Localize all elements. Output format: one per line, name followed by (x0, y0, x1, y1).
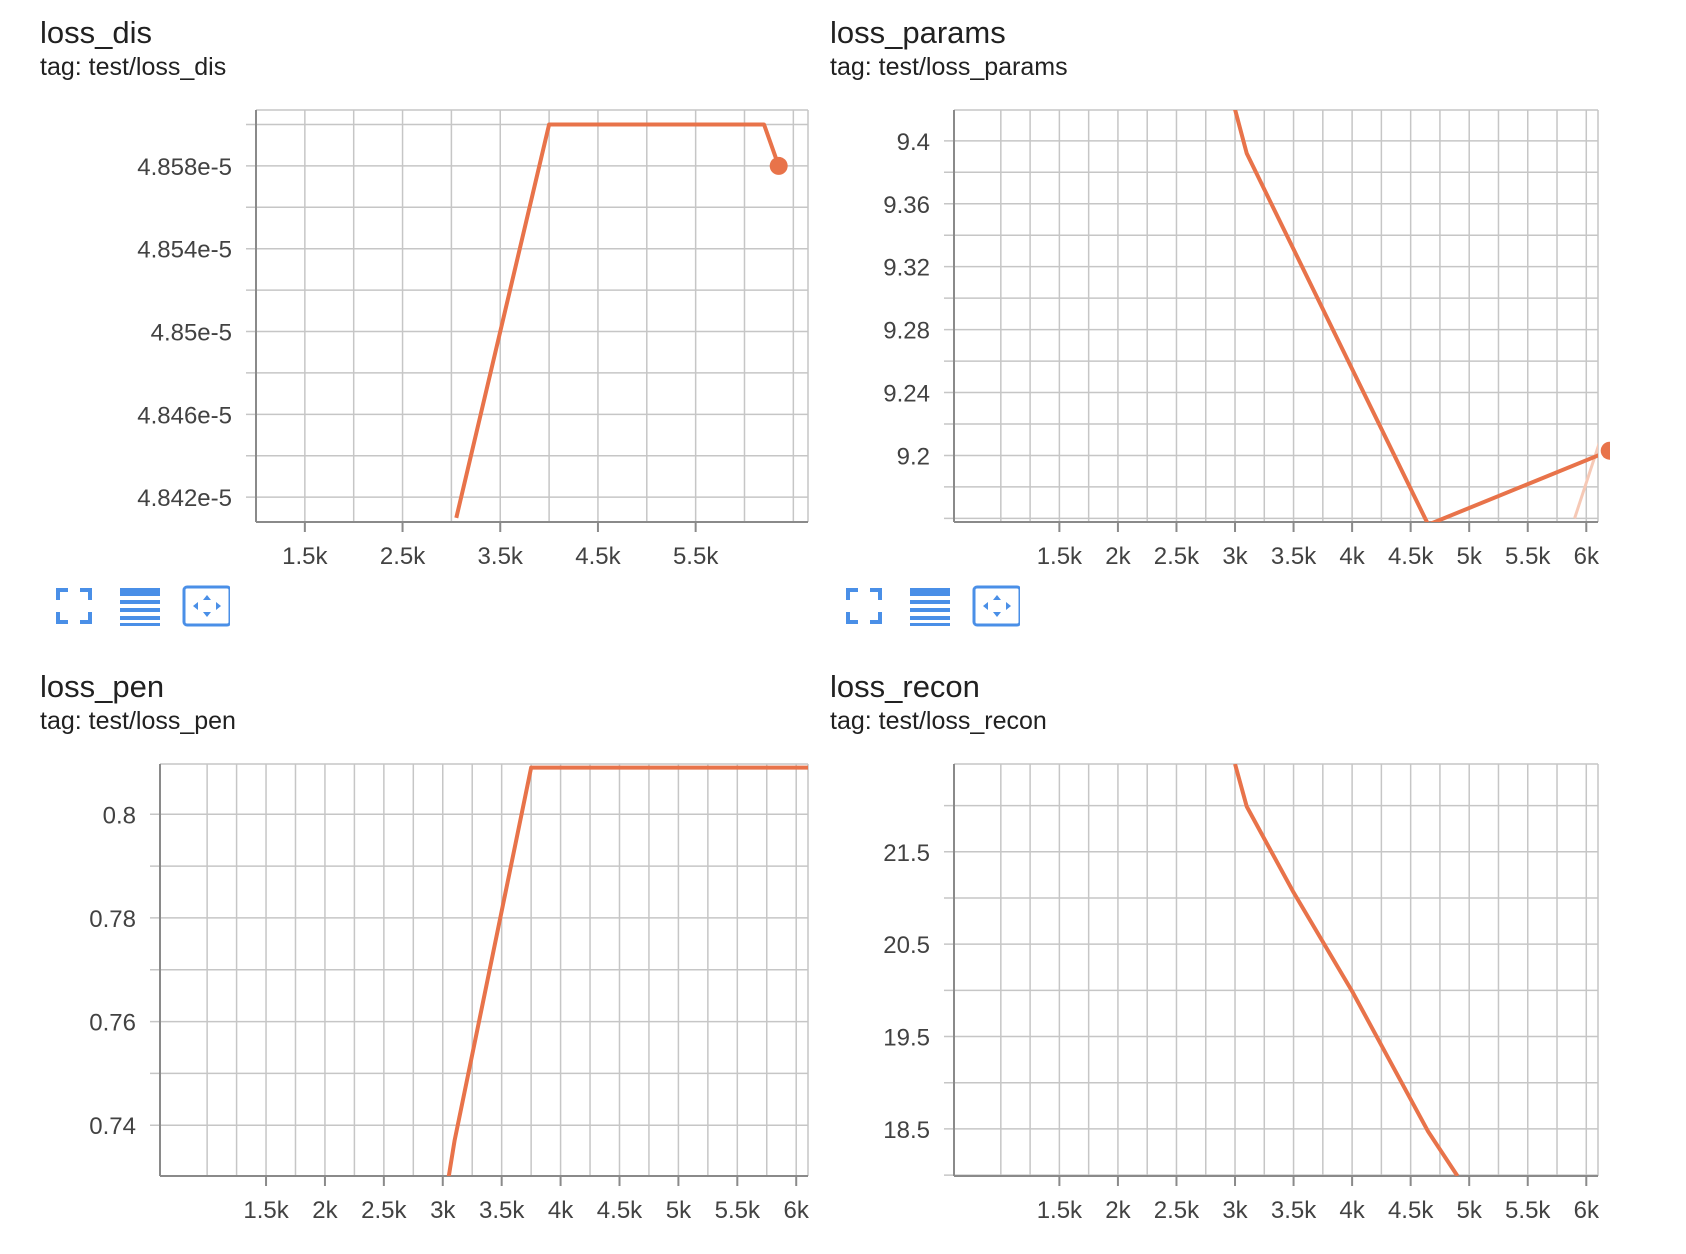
x-tick-label: 4.5k (1388, 543, 1434, 570)
line-chart[interactable]: 1.5k 2k 2.5k 3k 3.5k 4k 4.5k 5k 5.5k 6k 9.2 9.24 9.2… (790, 0, 1610, 600)
y-tick-label: 20.5 (883, 932, 930, 959)
x-tick-label: 1.5k (1037, 1197, 1083, 1224)
y-tick-label: 9.2 (897, 443, 930, 470)
fit-domain-button[interactable] (182, 584, 230, 628)
y-tick-label: 0.8 (103, 802, 136, 829)
x-tick-label: 4k (548, 1197, 574, 1224)
x-tick-label: 4k (1339, 543, 1365, 570)
chart-title: loss_recon (830, 669, 980, 704)
last-point-marker (1600, 441, 1610, 460)
series-line (454, 122, 781, 519)
chart-card-loss-pen: loss_pen tag: test/loss_pen 1.5k 2k 2.5k 3k… (0, 654, 820, 1254)
x-tick-label: 6k (1574, 543, 1600, 570)
x-tick-label: 2k (312, 1197, 338, 1224)
y-tick-label: 19.5 (883, 1025, 930, 1052)
data-table-button[interactable] (116, 584, 164, 628)
chart-toolbar (840, 582, 1020, 630)
line-chart[interactable]: 1.5k 2k 2.5k 3k 3.5k 4k 4.5k 5k 5.5k 6k 18.5 19.5 20… (790, 654, 1610, 1254)
x-tick-label: 2k (1105, 1197, 1131, 1224)
x-tick-label: 3k (1222, 1197, 1248, 1224)
x-tick-label: 3.5k (479, 1197, 525, 1224)
series-line (446, 765, 808, 1176)
x-tick-label: 5k (1457, 543, 1483, 570)
data-table-button[interactable] (906, 584, 954, 628)
chart-card-loss-recon: loss_recon tag: test/loss_recon 1.5k 2k 2.… (790, 654, 1610, 1254)
x-tick-label: 4.5k (1388, 1197, 1434, 1224)
y-tick-label: 9.36 (883, 192, 930, 219)
fit-domain-button[interactable] (972, 584, 1020, 628)
y-tick-label: 21.5 (883, 840, 930, 867)
line-chart[interactable]: 1.5k 2k 2.5k 3k 3.5k 4k 4.5k 5k 5.5k 6k0.740.760.… (0, 654, 820, 1254)
fit-domain-icon (182, 585, 230, 627)
chart-toolbar (50, 582, 230, 630)
chart-title: loss_pen (40, 669, 165, 704)
line-chart[interactable]: 1.5k 2.5k 3.5k 4.5k 5.5k 4.842e-5 4.846e-5 4.85… (0, 0, 820, 600)
y-tick-label: 9.28 (883, 318, 930, 345)
x-tick-label: 2.5k (1154, 1197, 1200, 1224)
chart-card-loss-params: loss_params tag: test/loss_params 1.5k 2k… (790, 0, 1610, 627)
data-table-icon (120, 588, 160, 626)
x-tick-label: 4.5k (575, 543, 621, 570)
y-tick-label: 0.74 (89, 1113, 136, 1140)
fit-domain-icon (972, 585, 1020, 627)
chart-tag: tag: test/loss_dis (40, 53, 227, 81)
chart-tag: tag: test/loss_params (830, 53, 1068, 81)
y-tick-label: 9.32 (883, 255, 930, 282)
chart-tag: tag: test/loss_pen (40, 707, 236, 735)
fullscreen-button[interactable] (840, 584, 888, 628)
x-tick-label: 5.5k (1505, 1197, 1551, 1224)
series-line (1233, 764, 1460, 1176)
x-tick-label: 5.5k (673, 543, 719, 570)
x-tick-label: 4k (1339, 1197, 1365, 1224)
x-tick-label: 3.5k (478, 543, 524, 570)
fullscreen-button[interactable] (50, 584, 98, 628)
chart-tag: tag: test/loss_recon (830, 707, 1047, 735)
chart-card-loss-dis: loss_dis tag: test/loss_dis 1.5k 2.5k 3.5k… (0, 0, 820, 627)
fullscreen-icon (56, 588, 92, 624)
x-tick-label: 1.5k (243, 1197, 289, 1224)
x-tick-label: 6k (1574, 1197, 1600, 1224)
y-tick-label: 18.5 (883, 1117, 930, 1144)
x-tick-label: 2.5k (361, 1197, 407, 1224)
x-tick-label: 5k (666, 1197, 692, 1224)
y-tick-label: 4.854e-5 (137, 237, 232, 264)
y-tick-label: 9.24 (883, 381, 930, 408)
x-tick-label: 5.5k (715, 1197, 761, 1224)
y-tick-label: 0.78 (89, 906, 136, 933)
last-point-marker (769, 156, 788, 175)
series-ghost-line (1573, 442, 1598, 519)
x-tick-label: 2k (1105, 543, 1131, 570)
x-tick-label: 1.5k (282, 543, 328, 570)
x-tick-label: 3k (430, 1197, 456, 1224)
data-table-icon (910, 588, 950, 626)
x-tick-label: 3.5k (1271, 543, 1317, 570)
x-tick-label: 5k (1457, 1197, 1483, 1224)
x-tick-label: 5.5k (1505, 543, 1551, 570)
chart-title: loss_params (830, 15, 1006, 50)
x-tick-label: 1.5k (1037, 543, 1083, 570)
x-tick-label: 3.5k (1271, 1197, 1317, 1224)
y-tick-label: 4.842e-5 (137, 485, 232, 512)
y-tick-label: 4.846e-5 (137, 402, 232, 429)
y-tick-label: 4.858e-5 (137, 154, 232, 181)
y-tick-label: 4.85e-5 (151, 320, 232, 347)
y-tick-label: 9.4 (897, 129, 930, 156)
series-line (1233, 110, 1598, 522)
x-tick-label: 3k (1222, 543, 1248, 570)
x-tick-label: 2.5k (380, 543, 426, 570)
y-tick-label: 0.76 (89, 1010, 136, 1037)
fullscreen-icon (846, 588, 882, 624)
chart-title: loss_dis (40, 15, 152, 50)
x-tick-label: 4.5k (597, 1197, 643, 1224)
x-tick-label: 2.5k (1154, 543, 1200, 570)
